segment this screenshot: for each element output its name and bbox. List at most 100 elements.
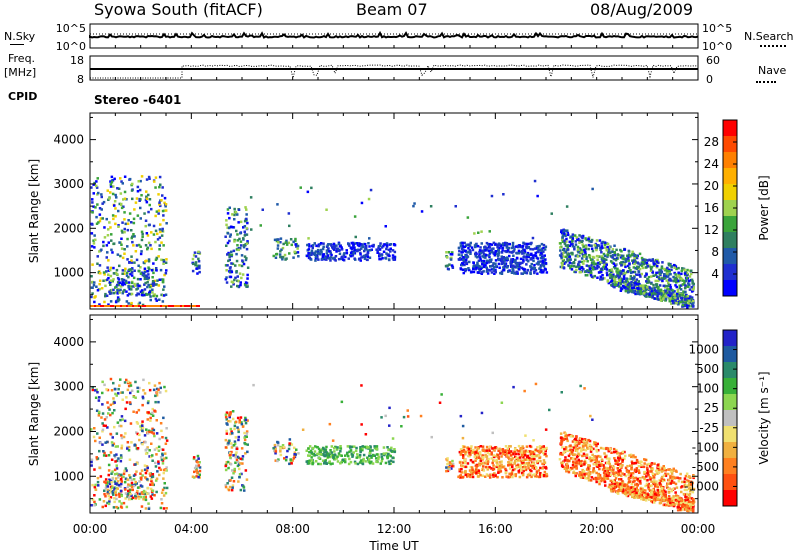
scatter-cell — [654, 289, 657, 293]
scatter-cell — [147, 210, 150, 214]
scatter-cell — [505, 256, 509, 259]
scatter-cell — [666, 472, 670, 476]
scatter-cell — [664, 290, 668, 293]
scatter-cell — [144, 219, 148, 222]
scatter-cell — [632, 270, 635, 274]
scatter-cell — [606, 280, 609, 283]
scatter-cell — [501, 476, 504, 479]
scatter-cell — [639, 290, 642, 293]
scatter-cell — [135, 244, 139, 247]
scatter-cell — [576, 245, 580, 249]
scatter-cell — [138, 305, 140, 307]
scatter-cell — [675, 267, 678, 271]
scatter-cell — [481, 448, 484, 452]
scatter-cell — [504, 471, 508, 474]
scatter-cell — [141, 291, 144, 295]
scatter-cell — [226, 264, 229, 267]
scatter-cell — [146, 487, 150, 490]
scatter-cell — [532, 456, 535, 459]
scatter-cell — [591, 187, 594, 191]
scatter-cell — [468, 249, 472, 252]
scatter-cell — [500, 455, 503, 458]
scatter-cell — [523, 454, 527, 457]
scatter-cell — [479, 258, 482, 261]
scatter-cell — [518, 268, 521, 271]
scatter-cell — [130, 481, 134, 485]
scatter-cell — [386, 456, 389, 459]
scatter-cell — [281, 256, 285, 259]
scatter-cell — [111, 470, 114, 473]
scatter-cell — [684, 290, 687, 294]
scatter-cell — [593, 265, 596, 269]
scatter-cell — [128, 489, 132, 492]
scatter-cell — [385, 247, 388, 251]
scatter-cell — [379, 462, 382, 465]
scatter-cell — [518, 244, 521, 247]
scatter-cell — [685, 304, 689, 307]
scatter-cell — [565, 437, 569, 441]
scatter-cell — [475, 468, 478, 471]
scatter-cell — [234, 276, 237, 280]
scatter-cell — [562, 266, 566, 269]
scatter-cell — [640, 256, 644, 260]
scatter-cell — [458, 258, 461, 261]
scatter-cell — [164, 293, 168, 296]
scatter-cell — [658, 292, 661, 295]
scatter-cell — [385, 452, 388, 455]
scatter-cell — [122, 279, 126, 282]
scatter-cell — [389, 247, 392, 250]
scatter-cell — [690, 285, 693, 289]
scatter-cell — [148, 285, 152, 289]
scatter-cell — [102, 271, 106, 274]
scatter-cell — [151, 427, 154, 431]
scatter-cell — [625, 469, 629, 472]
scatter-cell — [139, 179, 142, 183]
scatter-cell — [532, 457, 536, 461]
scatter-cell — [464, 465, 467, 469]
scatter-cell — [519, 245, 522, 249]
scatter-cell — [540, 473, 544, 477]
scatter-cell — [237, 428, 240, 431]
scatter-cell — [470, 445, 473, 448]
scatter-cell — [658, 272, 662, 275]
scatter-cell — [567, 454, 571, 458]
scatter-cell — [463, 445, 466, 449]
scatter-cell — [636, 287, 639, 290]
scatter-cell — [509, 450, 513, 453]
scatter-cell — [156, 279, 159, 282]
scatter-cell — [274, 447, 277, 451]
scatter-cell — [164, 491, 168, 495]
scatter-cell — [235, 270, 238, 273]
scatter-cell — [294, 243, 297, 246]
scatter-cell — [159, 268, 163, 272]
scatter-cell — [633, 256, 636, 260]
scatter-cell — [225, 281, 229, 284]
scatter-cell — [662, 275, 666, 278]
scatter-cell — [238, 272, 242, 275]
scatter-cell — [545, 472, 548, 476]
scatter-cell — [471, 472, 474, 475]
scatter-cell — [113, 204, 116, 207]
scatter-cell — [462, 258, 465, 261]
scatter-cell — [226, 241, 230, 245]
scatter-cell — [615, 270, 618, 273]
scatter-cell — [165, 439, 169, 442]
scatter-cell — [278, 253, 282, 256]
scatter-cell — [335, 457, 339, 460]
scatter-cell — [576, 238, 579, 242]
scatter-cell — [229, 432, 232, 436]
scatter-cell — [656, 472, 659, 475]
scatter-cell — [464, 470, 467, 473]
scatter-cell — [148, 293, 151, 296]
scatter-cell — [92, 183, 95, 186]
scatter-cell — [674, 284, 677, 287]
scatter-cell — [367, 457, 371, 461]
scatter-cell — [240, 264, 244, 268]
scatter-cell — [429, 205, 433, 208]
scatter-cell — [646, 292, 649, 295]
scatter-cell — [533, 473, 536, 476]
scatter-cell — [132, 217, 136, 221]
scatter-cell — [570, 268, 574, 271]
scatter-cell — [344, 255, 347, 259]
